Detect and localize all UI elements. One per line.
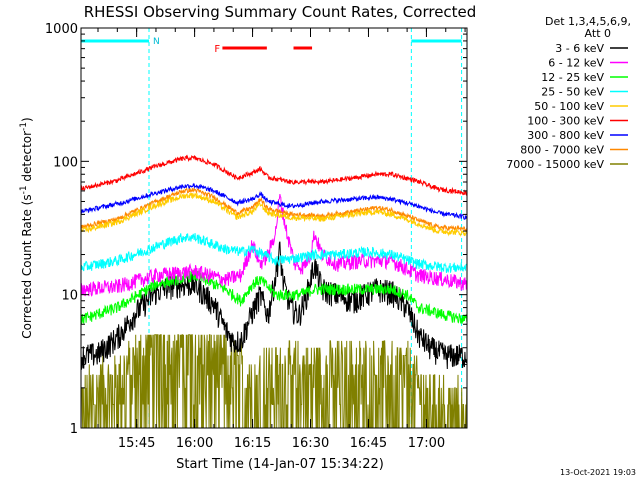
series-line-6-12-kev <box>81 194 467 297</box>
y-axis-label-end: ) <box>20 117 34 122</box>
x-tick-label: 17:00 <box>408 436 445 451</box>
observing-flags: F <box>214 44 313 55</box>
x-axis: 15:45 16:00 16:15 16:30 16:45 17:00 <box>97 28 466 451</box>
y-axis-label-sup2: -1 <box>19 122 29 131</box>
plot-frame <box>80 27 468 429</box>
legend-entry-label: 3 - 6 keV <box>555 42 604 55</box>
night-label: N <box>153 37 160 47</box>
legend-entry-label: 50 - 100 keV <box>534 100 604 113</box>
x-tick-label: 16:45 <box>350 436 387 451</box>
x-tick-label: 16:00 <box>176 436 213 451</box>
legend-entry-label: 12 - 25 keV <box>541 71 604 84</box>
legend: Det 1,3,4,5,6,9, Att 0 3 - 6 keV 6 - 12 k… <box>506 15 631 171</box>
series-line-300-800-kev <box>81 182 467 220</box>
series-line-12-25-kev <box>81 270 467 325</box>
series-line-3-6-kev <box>81 241 467 370</box>
y-axis-label-mid: detector <box>20 131 34 186</box>
y-axis-label: Corrected Count Rate (s-1 detector-1) <box>19 117 34 338</box>
flare-label: F <box>214 44 220 55</box>
legend-entry-label: 300 - 800 keV <box>527 129 604 142</box>
x-tick-label: 16:15 <box>234 436 271 451</box>
series-line-7000-15000-kev <box>81 334 467 428</box>
legend-header-line2: Att 0 <box>585 27 611 40</box>
series-lines <box>81 154 467 428</box>
series-line-25-50-kev <box>81 233 467 273</box>
y-axis: 1 10 100 1000 <box>45 22 467 437</box>
footer-timestamp: 13-Oct-2021 19:03 <box>560 468 636 477</box>
series-line-100-300-kev <box>81 154 467 196</box>
series-line-50-100-kev <box>81 192 467 237</box>
legend-entry-label: 800 - 7000 keV <box>520 144 604 157</box>
legend-entry-label: 25 - 50 keV <box>541 86 604 99</box>
y-tick-label: 10 <box>61 289 78 304</box>
x-tick-label: 15:45 <box>118 436 155 451</box>
y-axis-label-main: Corrected Count Rate (s <box>20 194 34 338</box>
legend-header-line1: Det 1,3,4,5,6,9, <box>545 15 631 28</box>
legend-entry-label: 100 - 300 keV <box>527 115 604 128</box>
x-axis-label: Start Time (14-Jan-07 15:34:22) <box>176 457 384 472</box>
chart-title: RHESSI Observing Summary Count Rates, Co… <box>84 3 477 21</box>
plot-area: N F <box>80 28 467 428</box>
y-tick-label: 100 <box>53 155 78 170</box>
y-tick-label: 1000 <box>45 22 78 37</box>
x-tick-label: 16:30 <box>292 436 329 451</box>
legend-entry-label: 6 - 12 keV <box>548 57 604 70</box>
legend-entry-label: 7000 - 15000 keV <box>506 158 604 171</box>
y-axis-label-sup1: -1 <box>19 185 29 194</box>
y-tick-label: 1 <box>70 422 78 437</box>
